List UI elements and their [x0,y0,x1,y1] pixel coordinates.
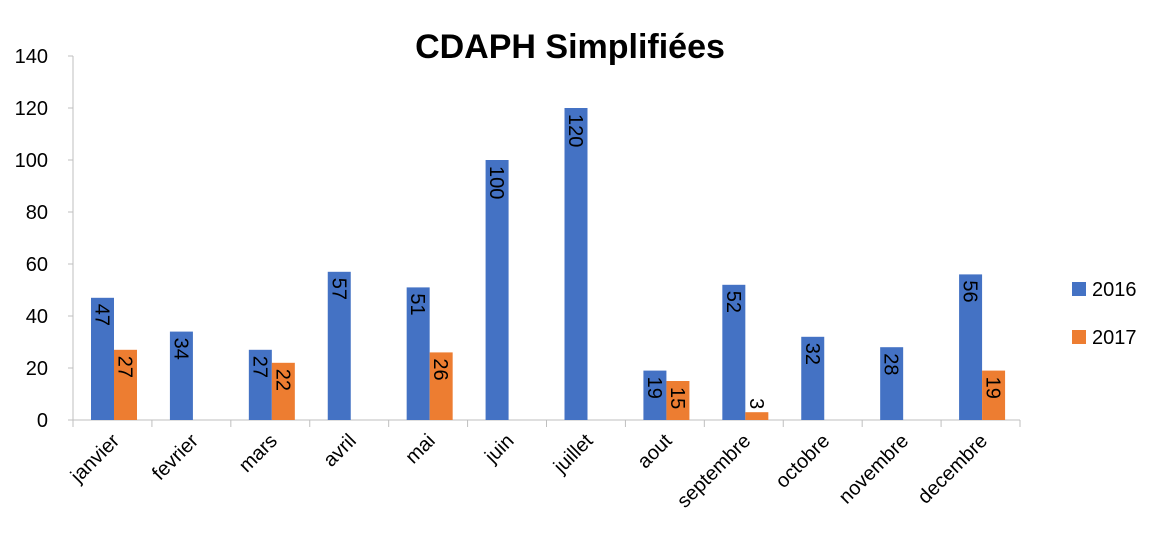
data-label: 32 [801,343,823,365]
x-tick-label: avril [319,430,360,471]
chart-title: CDAPH Simplifiées [415,28,725,66]
data-label: 27 [114,356,136,378]
bar [722,284,746,420]
y-tick-label: 140 [15,46,48,68]
x-tick-label: juillet [549,430,598,479]
bar [429,352,453,420]
data-label: 57 [327,278,349,300]
bar [485,160,509,420]
y-tick-label: 80 [26,202,48,224]
bar [248,349,272,420]
bar [169,331,193,420]
bar [745,412,769,420]
data-label: 52 [722,291,744,313]
y-tick-label: 120 [15,98,48,120]
bar [327,271,351,420]
legend-swatch [1072,282,1086,296]
bar [114,349,137,420]
data-label: 19 [982,377,1004,399]
data-label: 19 [643,377,665,399]
data-label: 47 [91,304,113,326]
x-tick-label: novembre [835,430,913,508]
data-label: 56 [959,280,981,302]
y-tick-label: 20 [26,358,48,380]
data-label: 27 [248,356,270,378]
y-tick-label: 60 [26,254,48,276]
bar [91,297,114,420]
data-label: 100 [485,166,507,199]
data-label: 34 [169,338,191,360]
x-tick-label: septembre [673,430,755,512]
x-tick-label: janvier [66,430,124,488]
bar [643,370,667,420]
data-label: 120 [564,114,586,147]
bar [982,370,1006,420]
bar [406,287,430,420]
bar [880,347,904,420]
legend-label: 2016 [1092,279,1137,301]
x-tick-label: octobre [772,430,835,493]
x-tick-label: aout [633,430,676,473]
bar [271,362,295,420]
y-tick-label: 40 [26,306,48,328]
bar [666,381,690,420]
data-label: 28 [880,353,902,375]
legend-label: 2017 [1092,327,1137,349]
x-tick-label: fevrier [148,430,203,485]
data-label: 15 [666,387,688,409]
bar [959,274,983,420]
bar [564,108,588,420]
data-label: 3 [745,398,767,409]
y-tick-label: 100 [15,150,48,172]
x-tick-label: mai [401,430,439,468]
legend-swatch [1072,330,1086,344]
y-tick-label: 0 [37,410,48,432]
x-tick-label: mars [235,430,282,477]
x-tick-label: decembre [914,430,992,508]
data-label: 26 [429,358,451,380]
data-label: 22 [271,369,293,391]
bar [801,336,825,420]
data-label: 51 [406,293,428,315]
x-tick-label: juin [480,430,518,468]
